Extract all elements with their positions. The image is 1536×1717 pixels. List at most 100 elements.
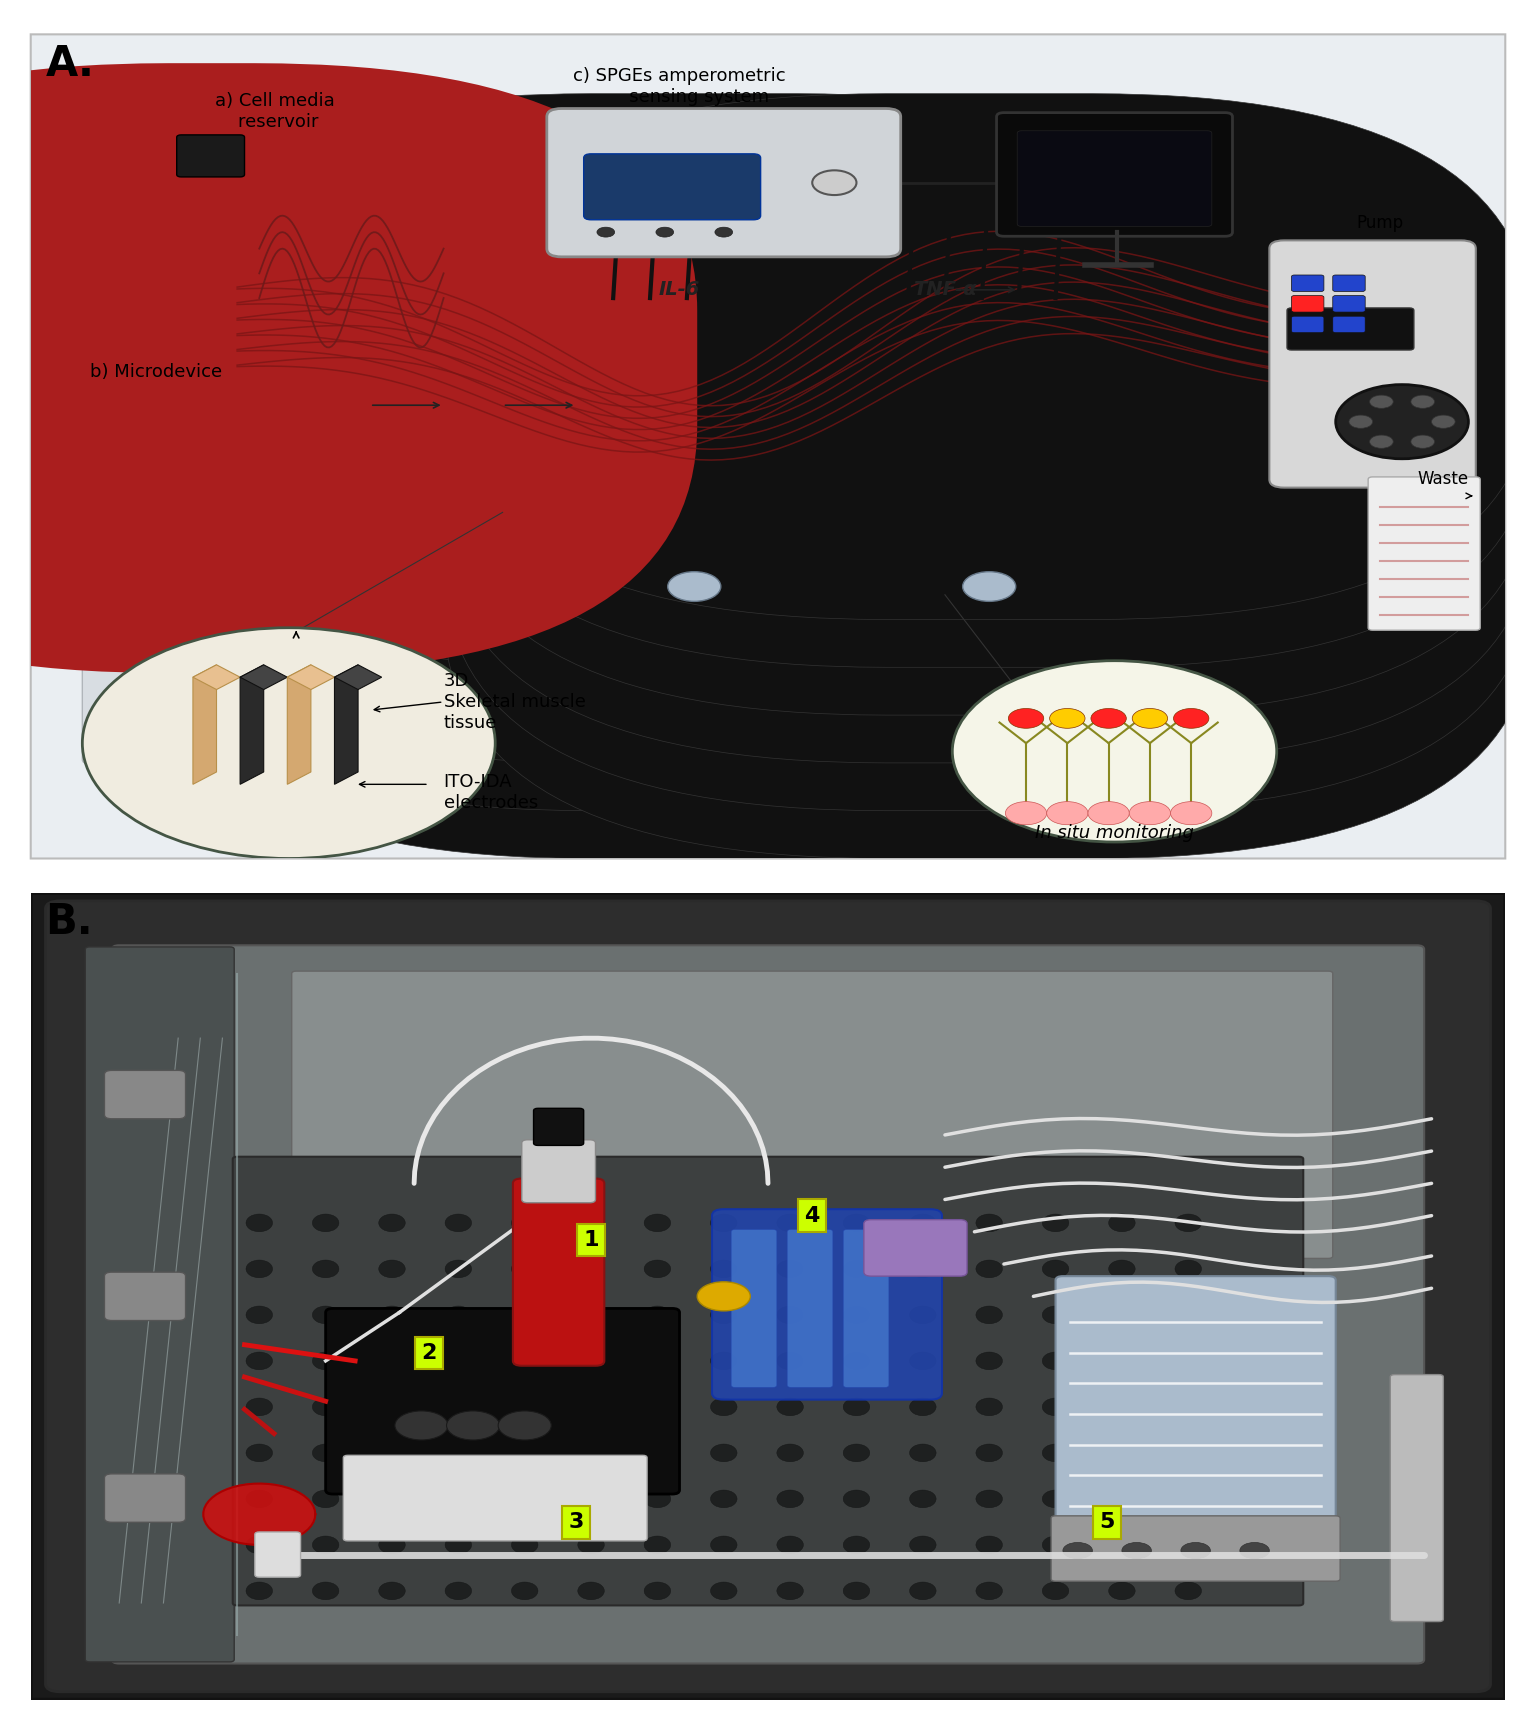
Ellipse shape	[379, 1537, 406, 1554]
Ellipse shape	[777, 1351, 803, 1370]
Circle shape	[1129, 802, 1170, 824]
Ellipse shape	[1109, 1214, 1135, 1231]
Polygon shape	[335, 664, 381, 690]
Ellipse shape	[975, 1537, 1003, 1554]
Ellipse shape	[1175, 1214, 1201, 1231]
Ellipse shape	[1175, 1490, 1201, 1508]
Ellipse shape	[909, 1351, 935, 1370]
FancyBboxPatch shape	[1055, 1276, 1336, 1526]
Circle shape	[1432, 416, 1455, 428]
Ellipse shape	[511, 1351, 538, 1370]
Circle shape	[1063, 1542, 1092, 1559]
FancyBboxPatch shape	[149, 285, 1240, 810]
Text: b) Microdevice: b) Microdevice	[89, 364, 221, 381]
Ellipse shape	[445, 1260, 472, 1277]
Ellipse shape	[246, 1351, 272, 1370]
Ellipse shape	[909, 1214, 935, 1231]
Ellipse shape	[843, 1351, 869, 1370]
FancyBboxPatch shape	[444, 141, 1534, 668]
Ellipse shape	[644, 1581, 671, 1600]
FancyBboxPatch shape	[326, 1308, 679, 1494]
Ellipse shape	[246, 1444, 272, 1461]
FancyBboxPatch shape	[547, 108, 900, 258]
Ellipse shape	[445, 1351, 472, 1370]
FancyBboxPatch shape	[1292, 316, 1324, 333]
Text: A.: A.	[46, 43, 94, 84]
Ellipse shape	[312, 1537, 339, 1554]
Ellipse shape	[379, 1581, 406, 1600]
Ellipse shape	[246, 1398, 272, 1417]
Circle shape	[100, 539, 123, 551]
FancyBboxPatch shape	[444, 94, 1534, 620]
Ellipse shape	[511, 1398, 538, 1417]
Circle shape	[1170, 802, 1212, 824]
Text: Waste: Waste	[1418, 470, 1468, 488]
FancyBboxPatch shape	[522, 1140, 596, 1202]
Ellipse shape	[246, 1260, 272, 1277]
Circle shape	[83, 628, 495, 858]
Circle shape	[204, 494, 270, 531]
Text: B.: B.	[46, 901, 94, 943]
FancyBboxPatch shape	[1333, 316, 1366, 333]
Ellipse shape	[379, 1214, 406, 1231]
Circle shape	[656, 227, 674, 237]
Circle shape	[1046, 802, 1087, 824]
Ellipse shape	[909, 1307, 935, 1324]
Ellipse shape	[777, 1537, 803, 1554]
Circle shape	[714, 227, 733, 237]
Ellipse shape	[909, 1490, 935, 1508]
FancyBboxPatch shape	[713, 1209, 942, 1399]
Ellipse shape	[909, 1260, 935, 1277]
FancyBboxPatch shape	[344, 1456, 647, 1540]
Ellipse shape	[1043, 1444, 1069, 1461]
Ellipse shape	[711, 1307, 737, 1324]
FancyBboxPatch shape	[513, 1178, 604, 1365]
Ellipse shape	[578, 1351, 604, 1370]
FancyBboxPatch shape	[863, 1219, 968, 1276]
FancyBboxPatch shape	[786, 1229, 833, 1387]
Circle shape	[1091, 709, 1126, 728]
Ellipse shape	[445, 1581, 472, 1600]
Ellipse shape	[644, 1214, 671, 1231]
Ellipse shape	[843, 1537, 869, 1554]
Ellipse shape	[909, 1537, 935, 1554]
Ellipse shape	[975, 1351, 1003, 1370]
Ellipse shape	[644, 1490, 671, 1508]
FancyBboxPatch shape	[255, 1532, 301, 1578]
Ellipse shape	[246, 1490, 272, 1508]
Ellipse shape	[843, 1581, 869, 1600]
FancyBboxPatch shape	[104, 1272, 186, 1320]
FancyBboxPatch shape	[421, 278, 554, 467]
Polygon shape	[134, 464, 160, 587]
FancyBboxPatch shape	[149, 237, 1240, 762]
Ellipse shape	[711, 1398, 737, 1417]
FancyBboxPatch shape	[149, 333, 1240, 858]
Ellipse shape	[1175, 1398, 1201, 1417]
Ellipse shape	[644, 1444, 671, 1461]
Polygon shape	[287, 664, 335, 690]
Text: Pump: Pump	[1356, 215, 1404, 232]
Text: 2: 2	[421, 1343, 436, 1363]
Ellipse shape	[1043, 1260, 1069, 1277]
Ellipse shape	[445, 1490, 472, 1508]
Ellipse shape	[445, 1444, 472, 1461]
Ellipse shape	[1043, 1581, 1069, 1600]
FancyBboxPatch shape	[177, 136, 244, 177]
Circle shape	[1370, 434, 1393, 448]
FancyBboxPatch shape	[292, 972, 1333, 1259]
Ellipse shape	[578, 1444, 604, 1461]
Polygon shape	[194, 664, 217, 785]
FancyBboxPatch shape	[997, 113, 1232, 237]
Ellipse shape	[711, 1260, 737, 1277]
Ellipse shape	[445, 1537, 472, 1554]
Circle shape	[1087, 802, 1129, 824]
Ellipse shape	[578, 1537, 604, 1554]
Ellipse shape	[843, 1490, 869, 1508]
Ellipse shape	[975, 1444, 1003, 1461]
Ellipse shape	[711, 1490, 737, 1508]
Ellipse shape	[312, 1214, 339, 1231]
FancyBboxPatch shape	[46, 901, 1490, 1691]
Ellipse shape	[1175, 1260, 1201, 1277]
Text: 3D
Skeletal muscle
tissue: 3D Skeletal muscle tissue	[444, 671, 585, 731]
FancyBboxPatch shape	[152, 218, 270, 436]
